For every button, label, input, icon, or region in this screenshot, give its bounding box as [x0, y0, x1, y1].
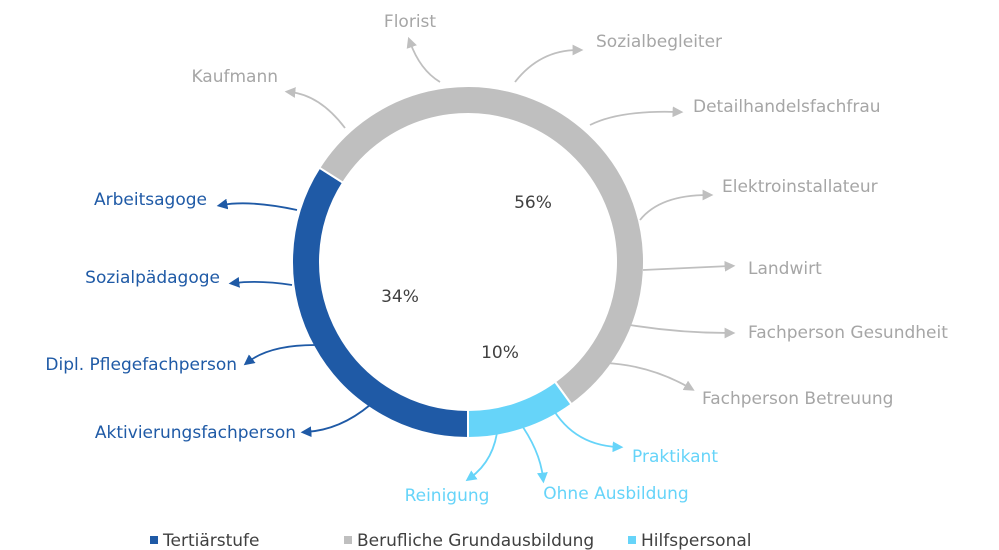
donut-segment	[318, 85, 645, 406]
callout-label: Aktivierungsfachperson	[95, 423, 296, 443]
callout-label: Arbeitsagoge	[94, 190, 207, 210]
callout-arrow	[589, 106, 684, 126]
callout-arrow	[228, 277, 293, 288]
legend-label: Hilfspersonal	[641, 531, 751, 550]
legend-swatch	[628, 536, 636, 544]
donut-segment	[467, 380, 573, 440]
legend-label: Tertiärstufe	[162, 531, 259, 550]
callout-arrow	[517, 419, 548, 484]
callout-label: Detailhandelsfachfrau	[693, 97, 881, 117]
value-label: 10%	[481, 343, 519, 363]
callout-arrow	[639, 189, 714, 221]
callout-arrow	[243, 344, 316, 366]
callout-arrow	[604, 362, 695, 391]
callout-arrow	[629, 324, 736, 339]
callout-label: Fachperson Betreuung	[702, 389, 893, 409]
value-label: 34%	[381, 287, 419, 307]
callout-label: Praktikant	[632, 447, 718, 467]
callout-label: Florist	[384, 12, 436, 32]
legend-swatch	[344, 536, 352, 544]
callout-arrow	[406, 36, 441, 83]
callout-arrow	[284, 87, 346, 129]
value-label: 56%	[514, 193, 552, 213]
donut-segment	[291, 166, 469, 440]
legend-label: Berufliche Grundausbildung	[357, 531, 594, 550]
callout-label: Kaufmann	[191, 67, 278, 87]
callout-arrow	[547, 399, 624, 453]
callout-arrow	[642, 260, 736, 272]
callout-arrow	[465, 424, 499, 482]
callout-label: Elektroinstallateur	[722, 177, 878, 197]
callout-arrow	[514, 44, 584, 83]
legend-swatch	[150, 536, 158, 544]
callout-label: Landwirt	[748, 259, 822, 279]
callout-label: Sozialpädagoge	[85, 268, 220, 288]
callout-label: Dipl. Pflegefachperson	[45, 355, 237, 375]
callout-label: Ohne Ausbildung	[543, 484, 688, 504]
callout-label: Reinigung	[405, 486, 490, 506]
callout-arrow	[216, 198, 298, 211]
callout-label: Fachperson Gesundheit	[748, 323, 948, 343]
callout-label: Sozialbegleiter	[596, 32, 722, 52]
callout-arrow	[300, 404, 371, 438]
